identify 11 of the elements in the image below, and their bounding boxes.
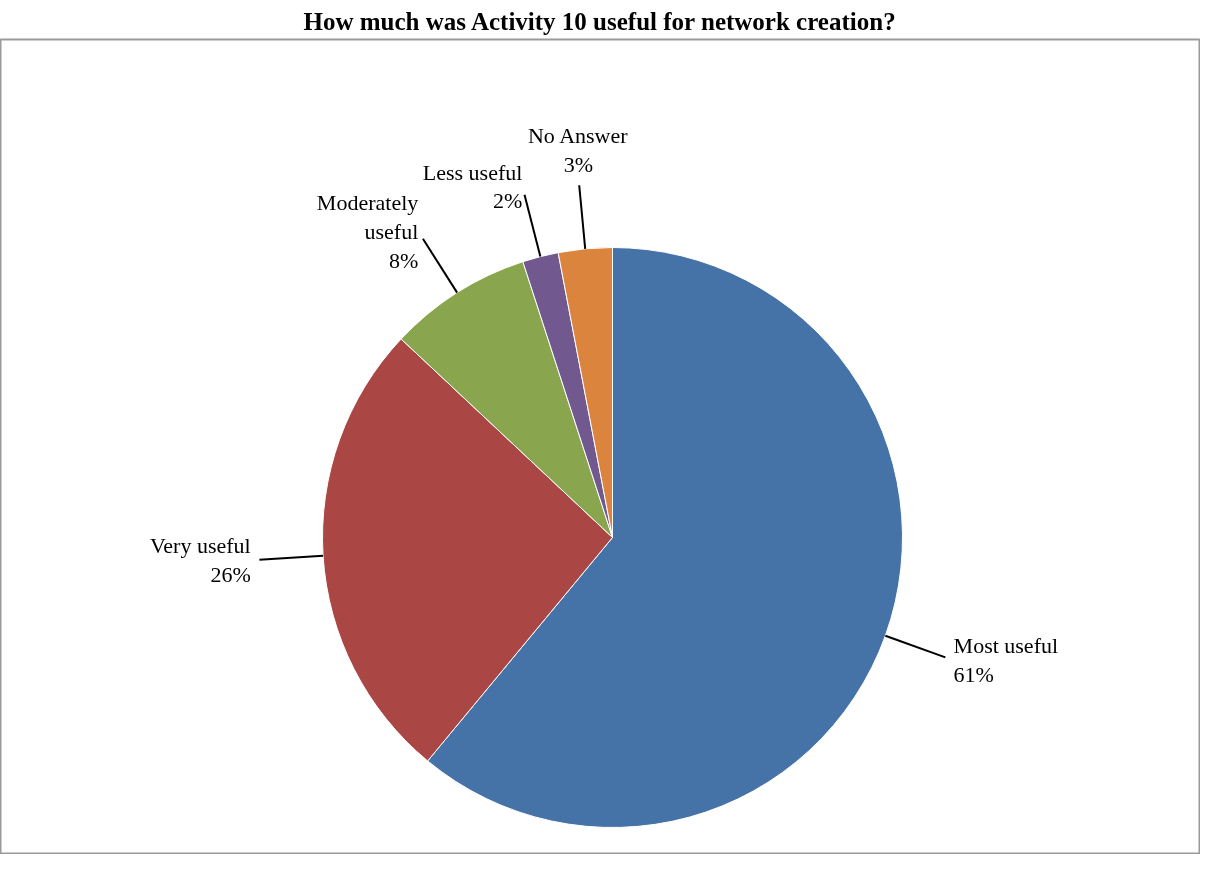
data-label: 8% (388, 247, 419, 273)
data-label: 26% (210, 562, 251, 588)
data-label: 3% (563, 151, 594, 177)
slice-label: Less useful (422, 159, 523, 185)
slice-label: No Answer (527, 122, 629, 148)
slice-label: Moderately useful (316, 190, 419, 244)
slice-label: Most useful (953, 633, 1059, 659)
data-label: 61% (953, 662, 994, 688)
chart-title: How much was Activity 10 useful for network creation? (303, 7, 896, 35)
data-label: 2% (493, 188, 523, 214)
slice-label: Very useful (149, 533, 251, 559)
